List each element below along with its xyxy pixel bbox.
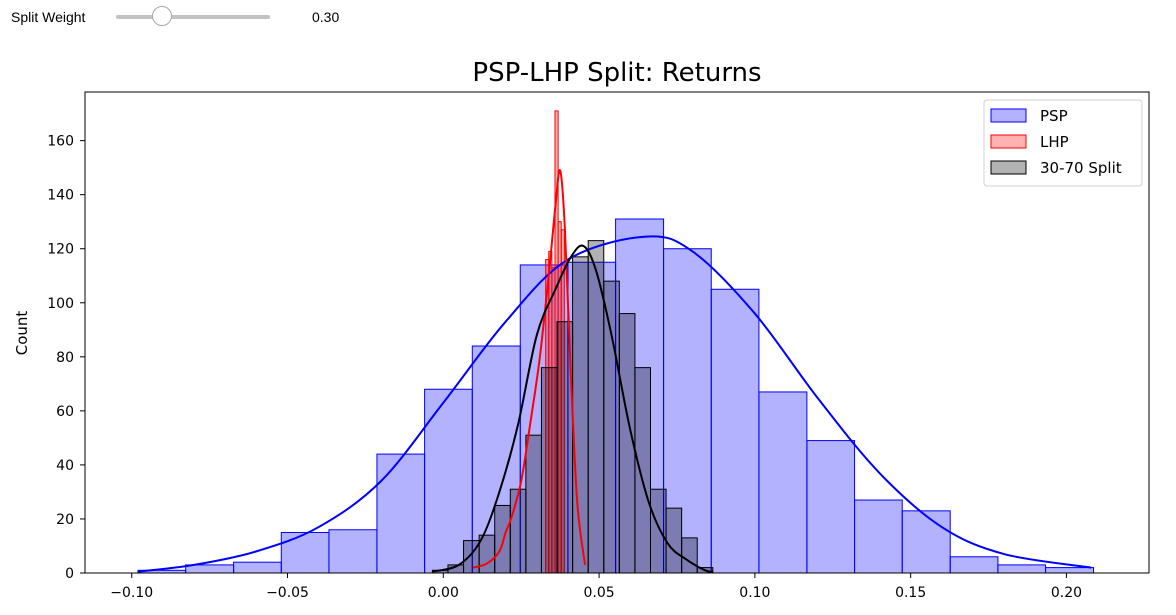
histogram-bar: [328, 529, 378, 574]
legend-label: LHP: [1040, 133, 1069, 151]
legend-swatch: [990, 108, 1027, 123]
histogram-bar: [681, 537, 698, 574]
x-tick-label: −0.10: [110, 585, 153, 601]
histogram-bar: [603, 280, 620, 574]
split-weight-control: Split Weight 0.30: [0, 0, 400, 36]
split-weight-slider-handle[interactable]: [152, 6, 173, 26]
y-tick-label: 120: [47, 242, 74, 258]
split-weight-value: 0.30: [312, 9, 340, 25]
x-tick-label: −0.05: [266, 585, 309, 601]
histogram-bar: [494, 504, 511, 574]
histogram-bar: [1045, 567, 1095, 574]
y-tick-label: 160: [47, 134, 74, 150]
plot-frame: [84, 91, 1150, 574]
histogram-bar: [525, 434, 542, 574]
histogram-bar: [649, 488, 667, 574]
histogram-bar: [997, 564, 1047, 574]
histogram-bar: [854, 499, 903, 574]
histogram-bar: [509, 488, 527, 574]
y-tick-label: 0: [65, 566, 74, 582]
plot-area: −0.10 −0.05 0.00 0.05 0.10 0.15 0.20 0 20 40 60 80 1…: [47, 91, 1150, 601]
legend-swatch: [990, 160, 1027, 175]
y-axis-label: Count: [13, 311, 31, 356]
legend: PSP LHP 30-70 Split: [983, 99, 1143, 187]
histogram-bar: [634, 367, 651, 574]
histogram-bar: [280, 531, 330, 574]
legend-swatch: [990, 134, 1027, 149]
x-tick-label: 0.20: [1051, 585, 1082, 601]
y-tick-label: 140: [47, 188, 74, 204]
histogram-bar: [806, 440, 856, 574]
histogram-bar: [949, 556, 999, 574]
split-weight-label: Split Weight: [11, 9, 86, 25]
chart-title: PSP-LHP Split: Returns: [472, 58, 761, 88]
y-tick-label: 100: [47, 296, 74, 312]
legend-label: PSP: [1040, 107, 1068, 125]
histogram-bar: [540, 367, 558, 574]
x-tick-label: 0.05: [583, 585, 614, 601]
y-tick-label: 40: [56, 458, 74, 474]
y-tick-label: 60: [56, 404, 74, 420]
kde-curve: [472, 169, 587, 569]
histogram-bar: [615, 218, 665, 574]
kde-curve: [137, 235, 1092, 573]
histogram-bar: [665, 507, 683, 574]
x-tick-label: 0.10: [739, 585, 770, 601]
histogram-bar: [376, 453, 426, 574]
split-weight-slider-track[interactable]: [116, 15, 270, 19]
histogram-bar: [233, 561, 282, 574]
kde-curve: [432, 244, 713, 573]
x-tick-label: 0.00: [428, 585, 459, 601]
histogram-bar: [710, 288, 760, 574]
histogram-bar: [901, 510, 951, 574]
histogram-bar: [758, 391, 808, 574]
y-tick-label: 20: [56, 512, 74, 528]
legend-label: 30-70 Split: [1040, 159, 1122, 177]
y-tick-label: 80: [56, 350, 74, 366]
x-tick-label: 0.15: [895, 585, 926, 601]
